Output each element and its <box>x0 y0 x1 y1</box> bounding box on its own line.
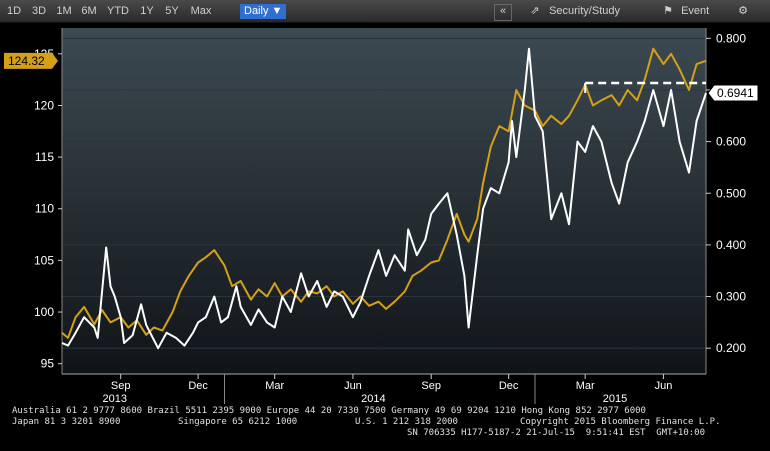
chart: 95100105110115120125 0.2000.3000.4000.50… <box>4 28 759 404</box>
year-label: 2015 <box>603 393 627 404</box>
footer-line1: Australia 61 2 9777 8600 Brazil 5511 239… <box>12 406 646 416</box>
right-tick-label: 0.300 <box>716 290 746 304</box>
footer-line2c: U.S. 1 212 318 2000 <box>355 417 458 427</box>
security-study-button[interactable]: ⇗ Security/Study <box>524 4 620 19</box>
period-ytd-button[interactable]: YTD <box>107 5 129 17</box>
period-max-button[interactable]: Max <box>190 5 212 17</box>
x-tick-label: Mar <box>265 380 284 392</box>
right-tick-label: 0.400 <box>716 238 746 252</box>
collapse-icon[interactable]: « <box>494 4 512 21</box>
left-tick-label: 95 <box>41 357 55 371</box>
series-line-yellow <box>61 47 707 339</box>
x-axis: Sep Dec Mar Jun Sep Dec Mar Jun 2013 2014 2015 <box>62 373 706 404</box>
right-tick-label: 0.600 <box>716 135 746 149</box>
period-1m-button[interactable]: 1M <box>56 5 72 17</box>
last-value-markers: 124.32 0.6941 <box>4 52 759 102</box>
frequency-dropdown[interactable]: Daily ▼ <box>240 4 287 19</box>
period-5y-button[interactable]: 5Y <box>165 5 179 17</box>
security-study-label: Security/Study <box>549 5 620 17</box>
x-tick-label: Dec <box>188 380 208 392</box>
last-value-left-badge <box>4 52 58 69</box>
flag-icon: ⚑ <box>663 5 673 17</box>
event-button[interactable]: ⚑ Event <box>658 4 709 19</box>
x-tick-label: Sep <box>421 380 441 392</box>
chart-icon: ⇗ <box>530 5 540 17</box>
x-tick-label: Dec <box>499 380 519 392</box>
x-tick-label: Jun <box>655 380 673 392</box>
left-tick-label: 105 <box>34 253 54 267</box>
dropdown-arrow-icon: ▼ <box>271 5 283 17</box>
right-tick-label: 0.800 <box>716 31 746 45</box>
footer: Australia 61 2 9777 8600 Brazil 5511 239… <box>0 404 770 451</box>
right-tick-label: 0.500 <box>716 186 746 200</box>
footer-line2b: Singapore 65 6212 1000 <box>178 417 298 427</box>
footer-line3: SN 706335 H177-5187-2 21-Jul-15 9:51:41 … <box>407 428 706 438</box>
right-tick-label: 0.200 <box>716 341 746 355</box>
year-label: 2013 <box>103 393 127 404</box>
left-tick-label: 110 <box>35 202 54 216</box>
x-tick-label: Mar <box>576 380 595 392</box>
frequency-label: Daily <box>244 5 269 17</box>
period-3d-button[interactable]: 3D <box>31 5 47 17</box>
period-6m-button[interactable]: 6M <box>81 5 97 17</box>
footer-line2d: Copyright 2015 Bloomberg Finance L.P. <box>520 417 721 427</box>
period-1y-button[interactable]: 1Y <box>140 5 154 17</box>
last-value-left-label: 124.32 <box>8 54 45 68</box>
x-tick-label: Jun <box>344 380 362 392</box>
plot-area <box>62 28 706 374</box>
year-label: 2014 <box>361 393 385 404</box>
toolbar: 1D 3D 1M 6M YTD 1Y 5Y Max Daily ▼ « ⇗ Se… <box>0 0 770 23</box>
last-value-right-badge <box>707 84 759 102</box>
x-tick-label: Sep <box>111 380 131 392</box>
left-tick-label: 100 <box>34 305 54 319</box>
left-tick-label: 120 <box>34 98 54 112</box>
series <box>61 47 707 350</box>
period-1d-button[interactable]: 1D <box>6 5 22 17</box>
series-line-white <box>61 47 707 350</box>
gear-icon[interactable]: ⚙ <box>738 5 748 17</box>
left-tick-label: 115 <box>35 150 54 164</box>
event-label: Event <box>681 5 710 17</box>
gridlines <box>62 37 706 349</box>
last-value-right-label: 0.6941 <box>717 86 754 100</box>
footer-line2a: Japan 81 3 3201 8900 <box>12 417 121 427</box>
left-axis: 95100105110115120125 <box>34 28 63 374</box>
